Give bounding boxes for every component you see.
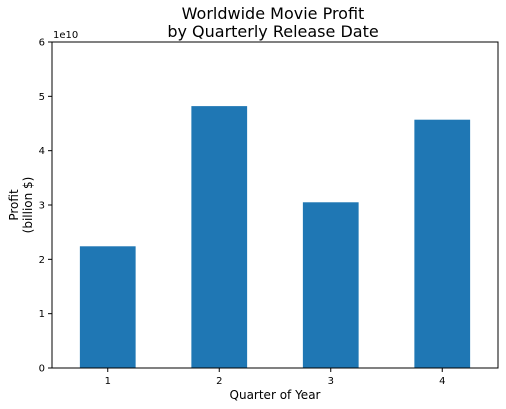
y-tick-label: 5 <box>39 92 45 103</box>
chart-title-line-1: Worldwide Movie Profit <box>182 4 365 23</box>
y-tick-label: 6 <box>39 38 45 49</box>
x-ticks-group: 1 2 3 4 <box>105 368 445 387</box>
y-axis-label-line-2: (billion $) <box>21 177 35 234</box>
plot-frame <box>51 41 499 369</box>
chart-title-line-2: by Quarterly Release Date <box>167 22 378 41</box>
x-tick-label: 4 <box>439 376 445 387</box>
y-tick-label: 1 <box>39 309 45 320</box>
y-axis-label-group: Profit (billion $) <box>7 177 35 234</box>
x-axis-label: Quarter of Year <box>230 388 321 402</box>
y-offset-label: 1e10 <box>53 30 78 41</box>
x-tick-label: 2 <box>216 376 222 387</box>
bar-q4 <box>414 119 471 369</box>
y-tick-label: 4 <box>39 146 45 157</box>
x-tick-label: 1 <box>105 376 111 387</box>
y-axis-label-line-1: Profit <box>7 189 21 221</box>
y-tick-label: 3 <box>39 201 45 212</box>
bar-q3 <box>302 202 359 368</box>
bar-q1 <box>79 246 136 368</box>
bars-group <box>79 106 471 369</box>
y-ticks-group: 0 1 2 3 4 5 6 <box>39 38 52 375</box>
y-tick-label: 0 <box>39 364 45 375</box>
bar-q2 <box>191 106 248 368</box>
x-tick-label: 3 <box>328 376 334 387</box>
y-tick-label: 2 <box>39 255 45 266</box>
